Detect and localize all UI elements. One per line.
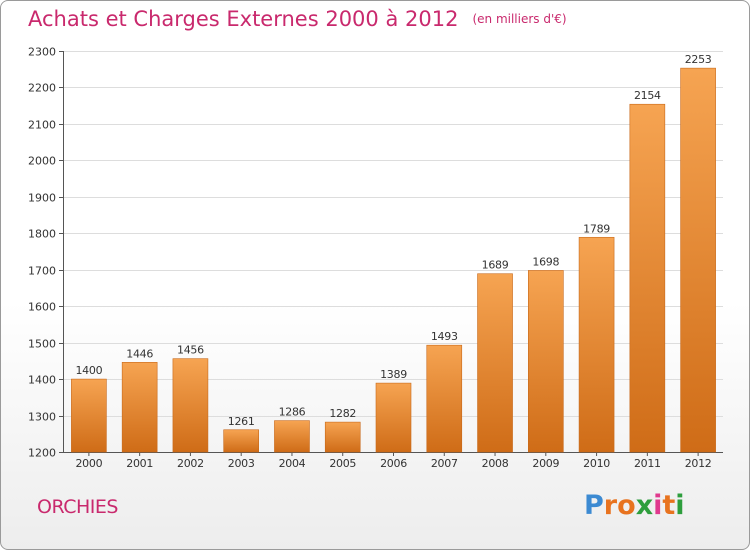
data-label-2005: 1282	[329, 407, 356, 420]
x-tick-label: 2010	[583, 457, 610, 470]
bar-2011	[629, 103, 666, 453]
bar-2004	[274, 420, 310, 453]
bar-2003	[223, 429, 259, 453]
y-tick-label: 2100	[28, 119, 56, 132]
chart-title: Achats et Charges Externes 2000 à 2012 (e…	[28, 7, 567, 31]
y-tick-label: 2000	[28, 155, 56, 168]
bar-2000	[71, 378, 107, 453]
logo-letter: r	[603, 490, 618, 521]
bar-2002	[172, 358, 209, 453]
bars	[71, 67, 716, 453]
x-tick-labels: 2000 2001 2002 2003 2004 2005 2006 2007 2008 2009…	[75, 457, 711, 470]
proxiti-logo[interactable]: Proxiti	[584, 490, 685, 521]
y-tick-label: 1200	[28, 447, 56, 460]
data-label-2002: 1456	[177, 344, 204, 357]
bar-2009	[528, 270, 564, 453]
chart-unit: (en milliers d'€)	[472, 12, 567, 26]
data-label-2009: 1698	[532, 255, 559, 268]
data-label-2004: 1286	[279, 406, 306, 419]
y-tick-label: 1400	[28, 374, 56, 387]
commune-name: ORCHIES	[37, 496, 118, 518]
logo-letter: x	[635, 490, 654, 521]
bar-2008	[477, 273, 513, 453]
chart-title-text: Achats et Charges Externes 2000 à 2012	[28, 7, 459, 31]
data-label-2010: 1789	[583, 222, 610, 235]
y-tick-label: 1600	[28, 301, 56, 314]
data-label-2001: 1446	[126, 347, 153, 360]
data-label-2006: 1389	[380, 368, 407, 381]
x-tick-label: 2012	[685, 457, 712, 470]
bar-2007	[426, 344, 463, 453]
data-label-2000: 1400	[75, 364, 102, 377]
x-tick-label: 2005	[329, 457, 356, 470]
logo-letter: i	[653, 490, 663, 521]
y-tick-label: 1300	[28, 411, 56, 424]
y-tick-label: 1800	[28, 228, 56, 241]
data-label-2008: 1689	[482, 259, 509, 272]
y-tick-label: 1500	[28, 338, 56, 351]
x-tick-label: 2000	[75, 457, 102, 470]
x-tick-label: 2001	[126, 457, 153, 470]
x-tick-label: 2002	[177, 457, 204, 470]
x-tick-label: 2009	[532, 457, 559, 470]
x-tick-label: 2006	[380, 457, 407, 470]
logo-letter: t	[662, 490, 676, 521]
logo-letter: i	[675, 490, 685, 521]
logo-letter: P	[584, 490, 604, 521]
y-tick-label: 2300	[28, 46, 56, 59]
bar-2010	[578, 236, 615, 453]
data-label-2007: 1493	[431, 330, 458, 343]
x-tick-label: 2008	[482, 457, 509, 470]
data-label-2003: 1261	[228, 415, 255, 428]
bar-2012	[680, 67, 716, 453]
bar-2005	[324, 421, 361, 453]
axes	[59, 51, 723, 456]
bar-2006	[375, 382, 412, 453]
y-tick-label: 1700	[28, 265, 56, 278]
data-label-2011: 2154	[634, 89, 661, 102]
x-tick-label: 2007	[431, 457, 458, 470]
y-tick-labels: 1200 1300 1400 1500 1600 1700 1800 1900 2000 2100…	[28, 46, 56, 460]
x-tick-label: 2004	[279, 457, 306, 470]
x-tick-label: 2011	[634, 457, 661, 470]
y-tick-label: 2200	[28, 82, 56, 95]
data-labels: 1400 1446 1456 1261 1286 1282 1389 1493 1689 1698…	[75, 53, 712, 428]
x-tick-label: 2003	[228, 457, 255, 470]
data-label-2012: 2253	[685, 53, 712, 66]
bar-2001	[121, 362, 158, 453]
logo-letter: o	[617, 490, 636, 521]
y-tick-label: 1900	[28, 192, 56, 205]
